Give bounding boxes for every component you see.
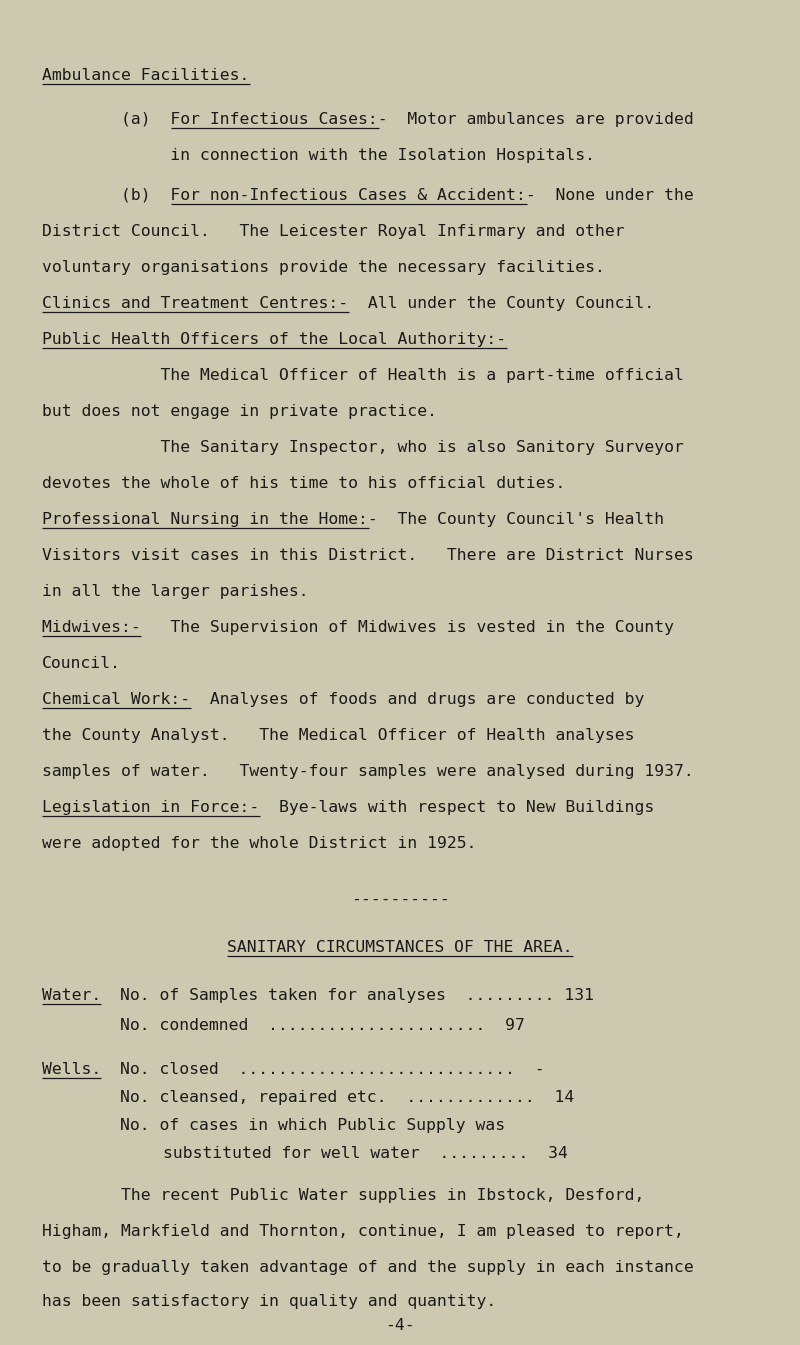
Text: voluntary organisations provide the necessary facilities.: voluntary organisations provide the nece… [42, 260, 605, 274]
Text: Midwives:-   The Supervision of Midwives is vested in the County: Midwives:- The Supervision of Midwives i… [42, 620, 674, 635]
Text: Legislation in Force:-  Bye-laws with respect to New Buildings: Legislation in Force:- Bye-laws with res… [42, 800, 654, 815]
Text: the County Analyst.   The Medical Officer of Health analyses: the County Analyst. The Medical Officer … [42, 728, 634, 742]
Text: has been satisfactory in quality and quantity.: has been satisfactory in quality and qua… [42, 1294, 496, 1309]
Text: (a)  For Infectious Cases:-  Motor ambulances are provided: (a) For Infectious Cases:- Motor ambulan… [42, 112, 694, 126]
Text: Wells.: Wells. [42, 1063, 102, 1077]
Text: Clinics and Treatment Centres:-  All under the County Council.: Clinics and Treatment Centres:- All unde… [42, 296, 654, 311]
Text: in all the larger parishes.: in all the larger parishes. [42, 584, 309, 599]
Text: SANITARY CIRCUMSTANCES OF THE AREA.: SANITARY CIRCUMSTANCES OF THE AREA. [227, 940, 573, 955]
Text: devotes the whole of his time to his official duties.: devotes the whole of his time to his off… [42, 476, 566, 491]
Text: (b)  For non-Infectious Cases & Accident:-  None under the: (b) For non-Infectious Cases & Accident:… [42, 188, 694, 203]
Text: Higham, Markfield and Thornton, continue, I am pleased to report,: Higham, Markfield and Thornton, continue… [42, 1224, 684, 1239]
Text: but does not engage in private practice.: but does not engage in private practice. [42, 404, 437, 420]
Text: No. condemned  ......................  97: No. condemned ...................... 97 [120, 1018, 525, 1033]
Text: No. of cases in which Public Supply was: No. of cases in which Public Supply was [120, 1118, 505, 1132]
Text: Council.: Council. [42, 656, 121, 671]
Text: The Sanitary Inspector, who is also Sanitory Surveyor: The Sanitary Inspector, who is also Sani… [42, 440, 684, 455]
Text: Professional Nursing in the Home:-  The County Council's Health: Professional Nursing in the Home:- The C… [42, 512, 664, 527]
Text: ----------: ---------- [350, 892, 450, 907]
Text: The recent Public Water supplies in Ibstock, Desford,: The recent Public Water supplies in Ibst… [42, 1188, 644, 1202]
Text: were adopted for the whole District in 1925.: were adopted for the whole District in 1… [42, 837, 477, 851]
Text: No. closed  ............................  -: No. closed ............................ … [120, 1063, 545, 1077]
Text: samples of water.   Twenty-four samples were analysed during 1937.: samples of water. Twenty-four samples we… [42, 764, 694, 779]
Text: Visitors visit cases in this District.   There are District Nurses: Visitors visit cases in this District. T… [42, 547, 694, 564]
Text: Chemical Work:-  Analyses of foods and drugs are conducted by: Chemical Work:- Analyses of foods and dr… [42, 691, 644, 707]
Text: Water.: Water. [42, 989, 102, 1003]
Text: Ambulance Facilities.: Ambulance Facilities. [42, 69, 250, 83]
Text: No. of Samples taken for analyses  ......... 131: No. of Samples taken for analyses ......… [120, 989, 594, 1003]
Text: in connection with the Isolation Hospitals.: in connection with the Isolation Hospita… [42, 148, 595, 163]
Text: -4-: -4- [385, 1318, 415, 1333]
Text: Public Health Officers of the Local Authority:-: Public Health Officers of the Local Auth… [42, 332, 506, 347]
Text: to be gradually taken advantage of and the supply in each instance: to be gradually taken advantage of and t… [42, 1260, 694, 1275]
Text: The Medical Officer of Health is a part-time official: The Medical Officer of Health is a part-… [42, 369, 684, 383]
Text: substituted for well water  .........  34: substituted for well water ......... 34 [163, 1146, 568, 1161]
Text: District Council.   The Leicester Royal Infirmary and other: District Council. The Leicester Royal In… [42, 225, 625, 239]
Text: No. cleansed, repaired etc.  .............  14: No. cleansed, repaired etc. ............… [120, 1089, 574, 1106]
